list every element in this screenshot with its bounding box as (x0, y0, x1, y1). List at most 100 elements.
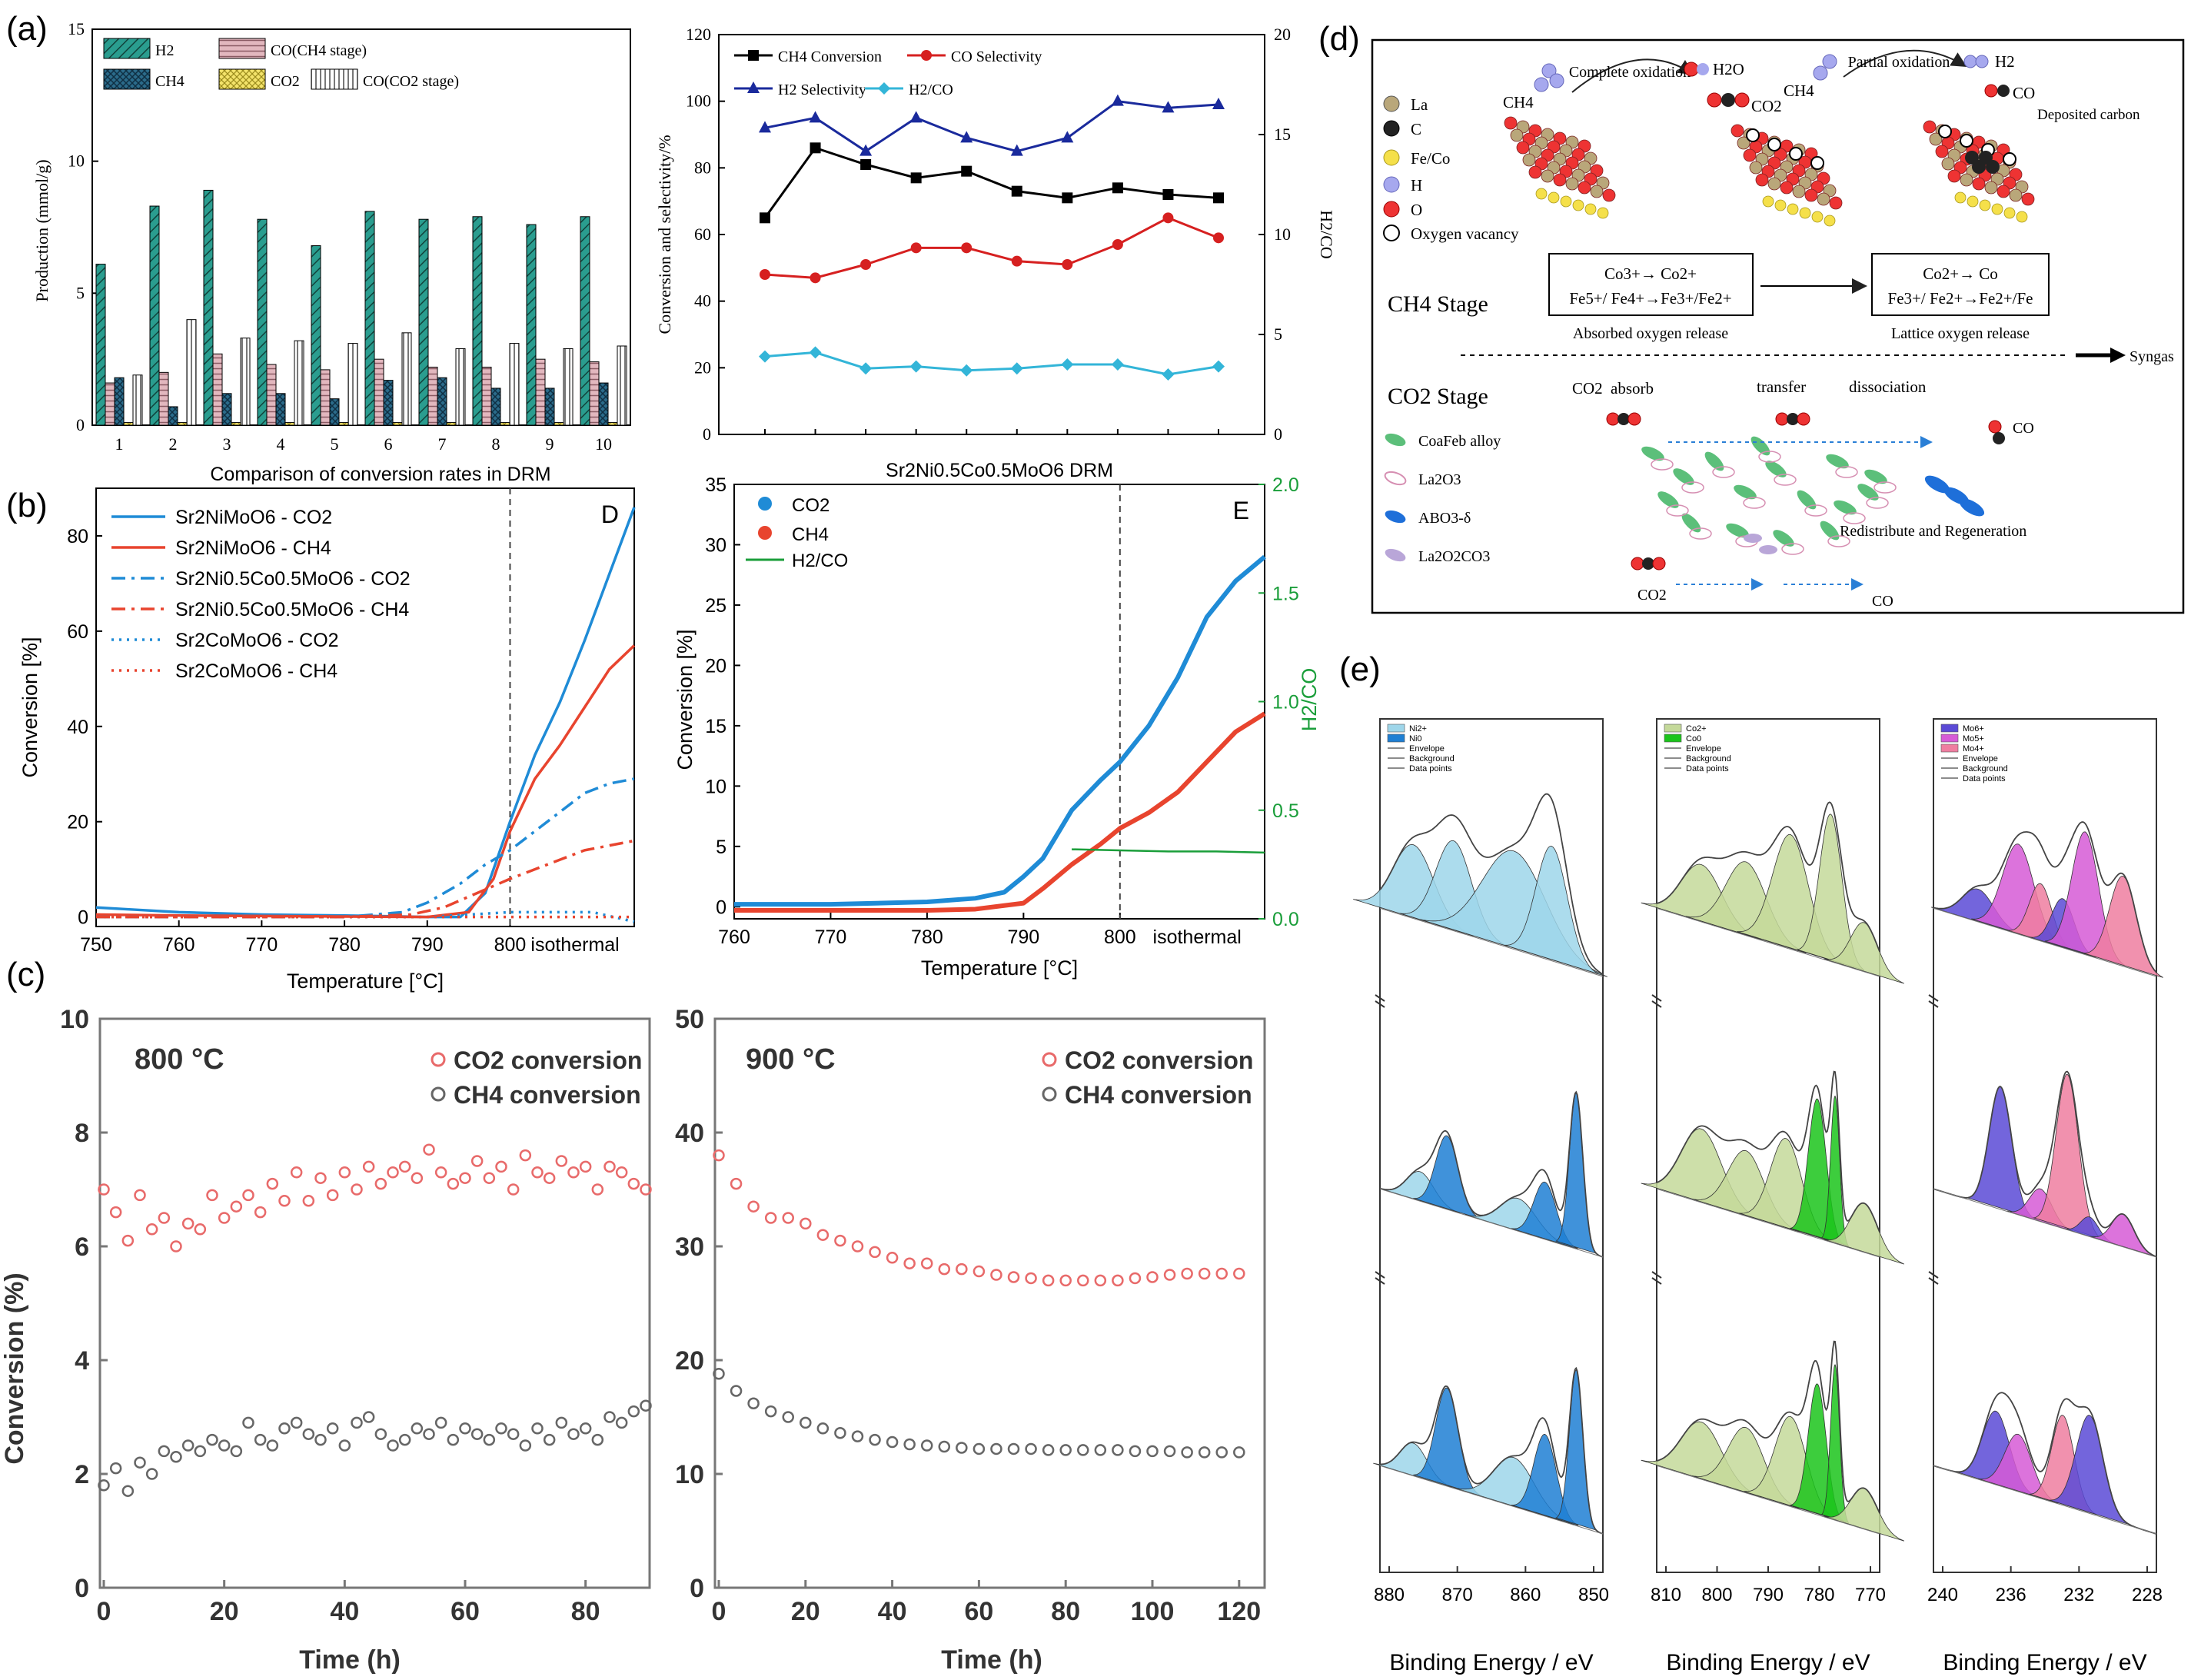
a-bar-2 (490, 388, 501, 426)
c-point-ch4 (302, 1428, 315, 1440)
c-point-co2 (713, 1149, 725, 1162)
d-legend-la2o2co3: La2O2CO3 (1418, 548, 1490, 565)
c-point-co2 (290, 1166, 303, 1179)
e-axis-break (1651, 1000, 1662, 1008)
c-point-co2 (990, 1269, 1002, 1281)
c-point-co2 (1215, 1267, 1228, 1280)
a-bar-xtick-label: 9 (546, 434, 554, 454)
c-point-co2 (519, 1149, 532, 1162)
c-point-co2 (170, 1240, 182, 1253)
d-crystal-atom (1780, 181, 1794, 195)
d-h2-label: H2 (1995, 52, 2015, 71)
e-xtick-label: 880 (1374, 1585, 1405, 1605)
d-legend-feco: Fe/Co (1411, 149, 1450, 168)
c-point-co2 (591, 1183, 604, 1196)
d-alloy-particle (1673, 468, 1694, 485)
a-line-ytick-label: 60 (694, 225, 711, 244)
d-deposited-carbon: Deposited carbon (2037, 107, 2140, 123)
e-background (1379, 907, 1604, 977)
c-point-co2 (423, 1143, 435, 1156)
c-point-co2 (314, 1172, 327, 1184)
e-background (1933, 907, 2157, 977)
d-h2-b (1975, 55, 1989, 68)
a-line-point (1011, 255, 1022, 267)
c-point-ch4 (543, 1433, 556, 1446)
a-bar-bars (95, 189, 627, 426)
e-legend-swatch (1387, 734, 1405, 743)
d-la2o3-particle (1681, 481, 1704, 494)
d-crystal-feco (1954, 191, 1967, 204)
d-arrow-partial (1843, 49, 1967, 78)
b-D-legend-label: Sr2Ni0.5Co0.5MoO6 - CH4 (175, 599, 409, 620)
a-bar-0 (472, 216, 483, 426)
a-line-point (859, 144, 873, 156)
d-box1 (1548, 253, 1754, 316)
c-ytick-label: 6 (75, 1233, 89, 1262)
c-point-co2 (938, 1262, 951, 1276)
c-point-ch4 (278, 1422, 291, 1435)
d-co-bottom: CO (1872, 593, 1893, 610)
c-xtick-label: 0 (712, 1597, 726, 1626)
c-point-co2 (903, 1257, 916, 1269)
e-peak (1967, 1086, 2034, 1219)
c-xtick-label: 60 (964, 1597, 993, 1626)
d-transfer: transfer (1757, 378, 1806, 396)
d-box1-line1: Co3+→ Co2+ (1604, 264, 1697, 283)
c-point-ch4 (956, 1442, 968, 1454)
d-legend-h: H (1411, 176, 1422, 195)
c-xtick-label: 40 (330, 1597, 359, 1626)
panel-a: (a) Production (mmol/g) 0 5 10 15 1 2 3 4 5 6 7 8 9… (6, 10, 1336, 454)
a-line-ylabel-left: Conversion and selectivity/% (655, 135, 674, 334)
b-E-series-0 (734, 554, 1266, 907)
a-bar-xtick-label: 4 (277, 434, 285, 454)
e-envelope (1933, 1070, 2157, 1258)
c-ytick-label: 40 (675, 1119, 704, 1148)
d-alloy-particle (1734, 484, 1757, 500)
a-bar-xtick-label: 7 (438, 434, 447, 454)
e-legend-label: Background (1963, 764, 2008, 773)
c-point-ch4 (242, 1416, 254, 1429)
d-alloy-particle (1657, 491, 1679, 508)
a-line-yticks: 0 20 40 60 80 100 120 0 5 10 15 20 (686, 25, 1291, 444)
a-line-point (1011, 185, 1022, 197)
e-xtick-label: 770 (1855, 1585, 1886, 1605)
d-vacancy (1746, 128, 1760, 142)
b-D-legend-label: Sr2NiMoO6 - CO2 (175, 507, 332, 528)
c-point-ch4 (411, 1422, 424, 1435)
b-E-ytick-right-label: 2.0 (1272, 474, 1299, 496)
c-point-co2 (1112, 1274, 1124, 1287)
c-point-co2 (1198, 1267, 1211, 1280)
b-D-legend-label: Sr2CoMoO6 - CH4 (175, 660, 337, 682)
panel-d-label: (d) (1318, 20, 1360, 58)
e-envelope (1933, 821, 2157, 973)
d-la2o3-particle (1712, 466, 1735, 478)
c-point-ch4 (579, 1422, 592, 1435)
e-envelope (1379, 793, 1604, 975)
d-crystal-atom (1929, 132, 1943, 146)
c-point-co2 (218, 1212, 231, 1224)
e-background (1656, 1188, 1880, 1258)
b-D-xtick-label: isothermal (530, 934, 619, 956)
b-title: Comparison of conversion rates in DRM (210, 464, 550, 485)
d-alloy-particle (1704, 451, 1724, 471)
a-line-series (759, 94, 1225, 381)
c-point-ch4 (109, 1462, 122, 1475)
a-bar-1 (427, 366, 438, 426)
e-frame-ni (1379, 718, 1604, 1573)
a-line-point (809, 111, 822, 123)
b-E-ytick-label: 15 (705, 716, 726, 737)
d-syngas: Syngas (2129, 348, 2174, 365)
c-point-ch4 (398, 1433, 411, 1446)
e-axis-break (1375, 994, 1385, 1002)
legend-co-selectivity: CO Selectivity (951, 48, 1042, 65)
c-point-co2 (956, 1262, 968, 1276)
d-crystal-feco (1762, 195, 1774, 208)
d-crystal-atom (1565, 177, 1579, 191)
c-point-co2 (495, 1160, 507, 1173)
a-bar-3 (338, 422, 349, 426)
c-point-co2 (398, 1160, 411, 1173)
a-line-point (1112, 182, 1123, 194)
c-left-ticks: 0 2 4 6 8 10 0 20 40 60 80 (60, 1005, 600, 1626)
d-co2-o1 (1707, 92, 1722, 108)
d-alloy-particle (1826, 454, 1849, 469)
